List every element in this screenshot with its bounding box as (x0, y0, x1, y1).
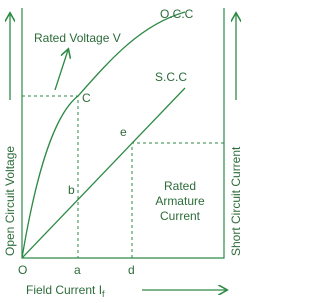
axes (21, 8, 225, 259)
scc-label: S.C.C (155, 70, 187, 84)
y-axis-right-label: Short Circuit Current (229, 146, 243, 256)
x-axis-text: Field Current I (26, 283, 102, 297)
x-axis-label: Field Current If (26, 283, 105, 299)
occ-label: O.C.C (160, 7, 194, 21)
point-label: e (120, 125, 127, 139)
diagram: O.C.C S.C.C Rated Voltage V C e b Rated … (3, 7, 243, 299)
point-label: b (68, 183, 75, 197)
rated-current-label: Armature (155, 194, 205, 208)
scc-line (21, 87, 186, 259)
rated-voltage-label: Rated Voltage V (34, 31, 121, 45)
point-label: a (74, 263, 81, 277)
rated-current-label: Rated (164, 179, 196, 193)
guide-c (22, 95, 79, 258)
point-label: C (82, 91, 91, 105)
point-label: d (128, 263, 135, 277)
x-axis-sub: f (102, 289, 105, 299)
y-axis-left-label: Open Circuit Voltage (3, 146, 17, 256)
pointer-arrow (54, 50, 68, 91)
origin-label: O (18, 263, 27, 277)
rated-current-label: Current (160, 209, 201, 223)
guide-e (131, 142, 224, 258)
